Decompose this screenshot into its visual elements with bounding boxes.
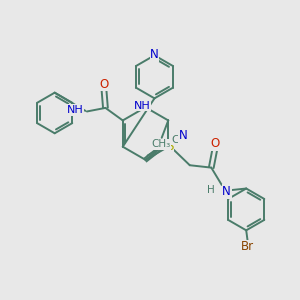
- Text: NH: NH: [134, 101, 151, 111]
- Text: CH₃: CH₃: [152, 139, 171, 149]
- Text: C: C: [172, 135, 179, 145]
- Text: N: N: [150, 48, 159, 61]
- Text: O: O: [211, 137, 220, 150]
- Text: NH: NH: [67, 105, 83, 115]
- Text: Br: Br: [241, 240, 254, 253]
- Text: N: N: [222, 185, 231, 198]
- Text: O: O: [99, 77, 109, 91]
- Text: H: H: [207, 185, 215, 195]
- Text: S: S: [166, 140, 173, 153]
- Text: N: N: [179, 130, 188, 142]
